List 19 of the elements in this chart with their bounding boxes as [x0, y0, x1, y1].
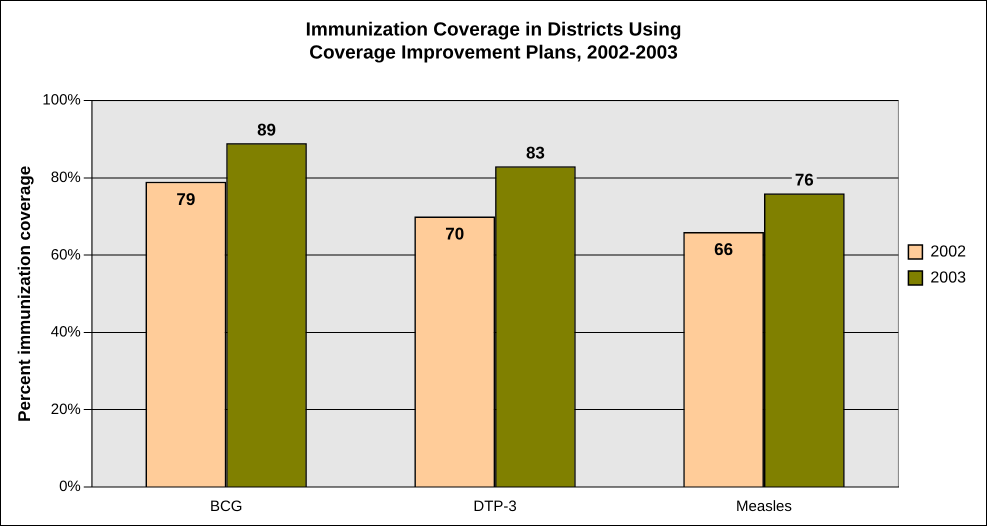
x-tick-label: BCG — [210, 498, 242, 516]
legend-label: 2002 — [930, 243, 966, 260]
y-tick-label: 80% — [50, 169, 81, 186]
data-label: 66 — [714, 240, 734, 260]
data-label: 89 — [257, 120, 276, 140]
data-label: 76 — [794, 170, 814, 190]
chart-title: Immunization Coverage in Districts Using Coverage Improvement Plans, 2002-2003 — [306, 20, 682, 64]
data-label: 70 — [445, 224, 464, 244]
x-tick-label: DTP-3 — [473, 498, 517, 516]
x-tick-label: Measles — [736, 498, 792, 516]
y-tick-label: 100% — [42, 92, 81, 109]
y-tick-label: 0% — [59, 478, 81, 496]
y-axis-title: Percent immunization coverage — [14, 166, 34, 422]
y-tick-label: 60% — [50, 246, 81, 264]
data-label: 79 — [176, 190, 196, 209]
data-label: 83 — [526, 143, 545, 162]
y-tick-label: 20% — [50, 400, 81, 418]
legend-label: 2003 — [930, 269, 966, 286]
y-tick-label: 40% — [50, 324, 81, 341]
